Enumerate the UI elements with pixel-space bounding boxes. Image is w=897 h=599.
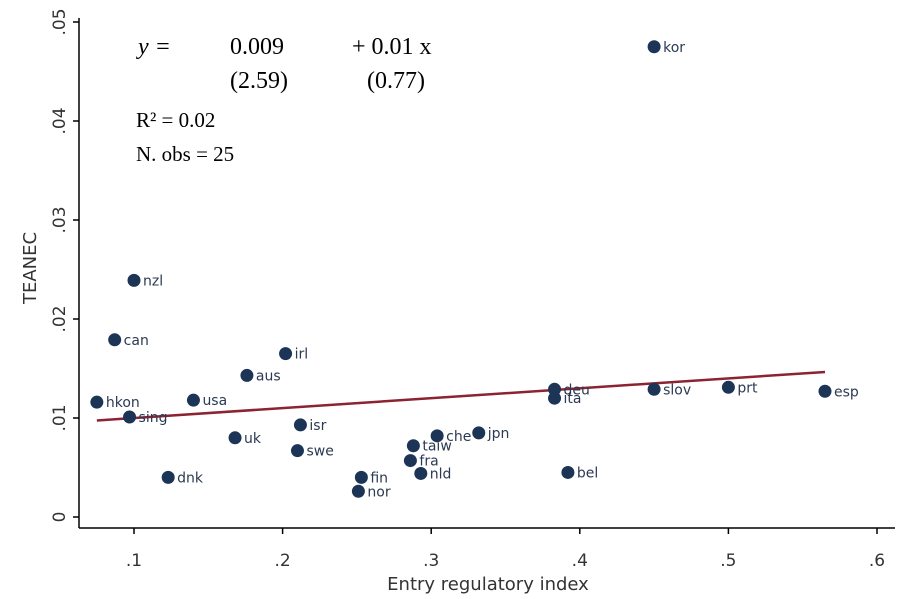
- data-point-deu: [548, 382, 562, 396]
- point-label-fin: fin: [370, 470, 388, 486]
- data-point-jpn: [472, 426, 486, 440]
- x-tick-label: .5: [720, 551, 736, 571]
- point-label-nld: nld: [430, 466, 452, 482]
- data-point-bel: [561, 465, 575, 479]
- point-label-isr: isr: [309, 418, 326, 434]
- point-label-slov: slov: [663, 382, 691, 398]
- equation-intercept: 0.009: [230, 34, 284, 60]
- data-point-fra: [403, 454, 417, 468]
- data-point-prt: [721, 380, 735, 394]
- y-axis-ticks: 0 .01 .02 .03 .04 .05: [50, 8, 79, 522]
- data-point-che: [430, 429, 444, 443]
- regression-line: [96, 370, 826, 422]
- regression-annotation: y = 0.009 + 0.01 x (2.59) (0.77) R² = 0.…: [136, 34, 432, 166]
- data-point-sing: [123, 410, 137, 424]
- x-tick-label: .4: [572, 551, 588, 571]
- point-label-taiw: taiw: [422, 439, 451, 455]
- point-label-prt: prt: [737, 380, 758, 396]
- x-axis-ticks: .1 .2 .3 .4 .5 .6: [126, 528, 885, 571]
- point-label-hkon: hkon: [106, 395, 140, 411]
- point-label-irl: irl: [295, 347, 309, 363]
- x-tick-label: .2: [274, 551, 290, 571]
- data-point-aus: [240, 368, 254, 382]
- data-point-nzl: [127, 273, 141, 287]
- data-point-swe: [290, 444, 304, 458]
- point-label-jpn: jpn: [487, 426, 510, 442]
- data-point-usa: [186, 393, 200, 407]
- data-point-taiw: [406, 439, 420, 453]
- point-label-swe: swe: [306, 444, 333, 460]
- point-label-usa: usa: [202, 393, 227, 409]
- x-tick-label: .6: [869, 551, 885, 571]
- y-tick-label: .03: [50, 206, 70, 233]
- y-tick-label: 0: [50, 512, 70, 523]
- data-point-irl: [279, 347, 293, 361]
- r-squared: R² = 0.02: [136, 108, 215, 132]
- point-label-sing: sing: [139, 410, 168, 426]
- data-point-fin: [354, 470, 368, 484]
- intercept-t-stat: (2.59): [230, 68, 288, 94]
- y-tick-label: .05: [50, 8, 70, 35]
- data-point-esp: [818, 384, 832, 398]
- point-label-deu: deu: [564, 382, 590, 398]
- point-label-uk: uk: [244, 431, 262, 447]
- y-tick-label: .01: [50, 404, 70, 431]
- data-point-isr: [293, 418, 307, 432]
- point-label-esp: esp: [834, 384, 859, 400]
- data-point-uk: [228, 431, 242, 445]
- data-point-dnk: [161, 470, 175, 484]
- x-tick-label: .3: [423, 551, 439, 571]
- point-label-dnk: dnk: [177, 470, 204, 486]
- x-axis-title: Entry regulatory index: [387, 574, 589, 595]
- point-label-nor: nor: [367, 484, 390, 500]
- observation-count: N. obs = 25: [136, 142, 234, 166]
- point-label-ita: ita: [564, 391, 582, 407]
- slope-t-stat: (0.77): [367, 68, 425, 94]
- point-label-fra: fra: [419, 454, 438, 470]
- data-point-ita: [548, 391, 562, 405]
- data-point-hkon: [90, 395, 104, 409]
- point-label-can: can: [124, 333, 149, 349]
- point-label-che: che: [446, 429, 471, 445]
- point-label-nzl: nzl: [143, 273, 163, 289]
- equation-lhs: y =: [136, 34, 171, 60]
- equation-slope-term: + 0.01 x: [352, 34, 432, 60]
- y-tick-label: .02: [50, 305, 70, 332]
- x-tick-label: .1: [126, 551, 142, 571]
- data-point-nor: [351, 484, 365, 498]
- data-point-kor: [647, 40, 661, 54]
- point-label-aus: aus: [256, 368, 281, 384]
- y-tick-label: .04: [50, 107, 70, 134]
- point-label-bel: bel: [577, 465, 598, 481]
- data-point-nld: [414, 466, 428, 480]
- y-axis-title: TEANEC: [20, 232, 41, 305]
- data-point-slov: [647, 382, 661, 396]
- point-label-kor: kor: [663, 40, 685, 56]
- data-point-can: [108, 333, 122, 347]
